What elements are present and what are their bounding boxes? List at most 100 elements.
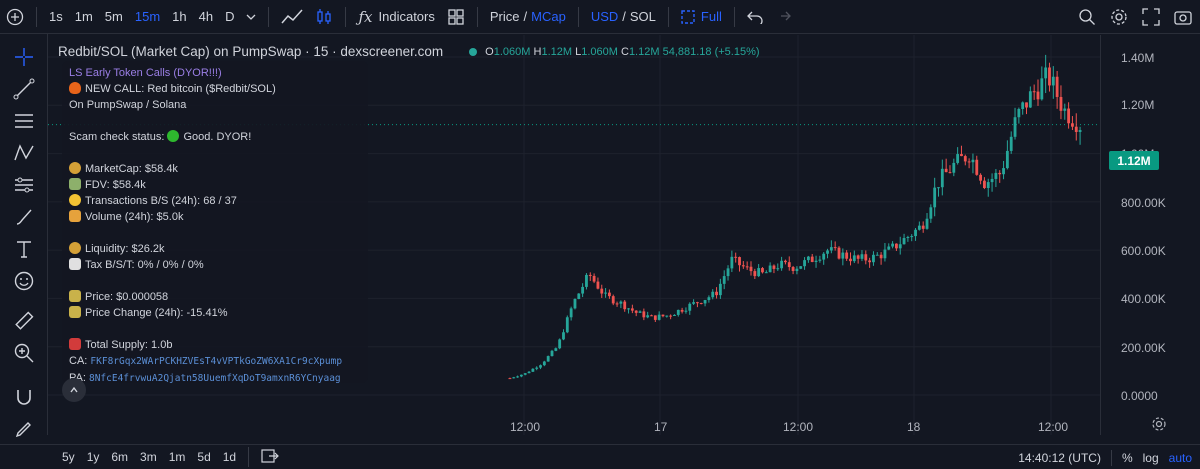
candle-body: [780, 260, 784, 269]
mcap-label: MCap: [531, 9, 566, 24]
layouts-button[interactable]: [441, 0, 471, 34]
time-tick: 12:00: [783, 420, 814, 434]
candle-body: [531, 368, 535, 372]
chart-area[interactable]: [48, 35, 1100, 435]
indicators-button[interactable]: ƒx Indicators: [352, 0, 440, 34]
range-6m[interactable]: 6m: [111, 450, 129, 464]
lock-drawings-tool[interactable]: [11, 416, 37, 442]
candle-body: [837, 247, 841, 259]
candle-body: [806, 256, 810, 261]
log-toggle[interactable]: log: [1142, 450, 1159, 465]
redo-button[interactable]: [769, 0, 797, 34]
zoom-search-icon[interactable]: [1078, 8, 1096, 26]
close-key: C: [620, 45, 629, 58]
candle-body: [585, 274, 588, 287]
forecast-tool[interactable]: [11, 172, 37, 198]
zoom-tool[interactable]: [11, 340, 37, 366]
timeframe-4h[interactable]: 4h: [198, 9, 214, 24]
line-chart-button[interactable]: [275, 0, 309, 34]
magnet-tool[interactable]: [11, 384, 37, 410]
goto-date-button[interactable]: [255, 448, 285, 467]
settings-gear-icon[interactable]: [1110, 8, 1128, 26]
add-symbol-button[interactable]: [0, 0, 30, 34]
candle-body: [569, 308, 573, 318]
fib-tool[interactable]: [11, 108, 37, 134]
text-tool[interactable]: [11, 236, 37, 262]
range-3m[interactable]: 3m: [140, 450, 157, 464]
auto-toggle[interactable]: auto: [1168, 450, 1192, 465]
contract-address[interactable]: FKF8rGqx2WArPCKHZVEsT4vVPTkGoZW6XA1Cr9cX…: [90, 356, 343, 367]
settings-gear-icon[interactable]: [1151, 416, 1167, 432]
trend-line-tool[interactable]: [11, 76, 37, 102]
brush-tool[interactable]: [11, 204, 37, 230]
calendar-arrow-icon: [261, 448, 279, 463]
timeframe-1s[interactable]: 1s: [49, 9, 63, 24]
candle-body: [634, 310, 638, 313]
candle-body: [875, 254, 879, 256]
range-1d[interactable]: 1d: [222, 450, 237, 464]
timeframe-5m[interactable]: 5m: [104, 9, 123, 24]
pair-address[interactable]: 8NfcE4frvwuA2Qjatn58UuemfXqDoT9amxnR6YCn…: [88, 373, 341, 384]
price-mcap-toggle[interactable]: Price / MCap: [484, 0, 572, 34]
candle-body: [646, 315, 650, 318]
timeframe-1m[interactable]: 1m: [74, 9, 93, 24]
timeframe-dropdown[interactable]: [240, 0, 262, 34]
range-1y[interactable]: 1y: [86, 450, 100, 464]
crosshair-tool[interactable]: [11, 44, 37, 70]
pattern-tool[interactable]: [11, 140, 37, 166]
sol-label: SOL: [629, 9, 656, 24]
money-wings-icon: [69, 178, 81, 190]
camera-icon[interactable]: [1174, 8, 1192, 26]
divider: [248, 447, 250, 467]
emoji-tool[interactable]: [11, 268, 37, 294]
price-axis[interactable]: 1.40M 1.20M 1.00M 800.00K 600.00K 400.00…: [1100, 35, 1200, 435]
candle-body: [826, 250, 829, 254]
fullscreen-expand-icon[interactable]: [1142, 8, 1160, 26]
candle-body: [657, 314, 661, 320]
timeframe-d[interactable]: D: [225, 9, 235, 24]
candle-body: [845, 252, 849, 259]
symbol-title[interactable]: Redbit/SOL (Market Cap) on PumpSwap · 15…: [58, 44, 444, 59]
undo-button[interactable]: [741, 0, 769, 34]
candle-body: [990, 178, 994, 183]
candle-body: [596, 281, 600, 289]
candle-body: [630, 308, 634, 311]
candle-body: [787, 262, 791, 268]
candle-body: [925, 218, 929, 229]
trend-line-icon: [13, 78, 35, 100]
smiley-icon: [14, 271, 34, 291]
ruler-icon: [15, 311, 34, 330]
candle-body: [676, 309, 680, 315]
candlestick-chart[interactable]: [48, 35, 1100, 435]
banknote-icon: [69, 306, 81, 318]
candle-body: [1074, 126, 1078, 132]
candle-body: [734, 256, 738, 258]
usd-sol-toggle[interactable]: USD / SOL: [585, 0, 662, 34]
candle-body: [577, 293, 581, 299]
percent-toggle[interactable]: %: [1121, 450, 1133, 465]
candle-body: [1013, 117, 1017, 137]
candle-body: [898, 244, 902, 249]
candle-body: [516, 376, 519, 378]
candle-body: [814, 260, 818, 262]
bottom-right-controls: 14:40:12 (UTC) % log auto: [1018, 445, 1192, 469]
utc-clock[interactable]: 14:40:12 (UTC): [1018, 450, 1101, 465]
range-1m[interactable]: 1m: [168, 450, 186, 464]
candle-body: [940, 168, 944, 188]
collapse-overlay-button[interactable]: [62, 378, 86, 402]
candle-body: [764, 272, 768, 274]
face-icon: [69, 194, 81, 206]
time-axis[interactable]: 12:00 17 12:00 18 12:00: [48, 412, 1100, 438]
left-drawing-toolbar: [0, 34, 48, 438]
timeframe-1h[interactable]: 1h: [172, 9, 187, 24]
candle-body: [914, 229, 917, 237]
candle-body: [1055, 76, 1059, 97]
full-button[interactable]: Full: [675, 0, 728, 34]
candle-body: [607, 292, 611, 297]
candle-body: [1036, 91, 1040, 100]
timeframe-15m[interactable]: 15m: [134, 9, 161, 24]
range-5y[interactable]: 5y: [62, 450, 75, 464]
candles-button[interactable]: [309, 0, 339, 34]
range-5d[interactable]: 5d: [197, 450, 211, 464]
measure-tool[interactable]: [11, 308, 37, 334]
